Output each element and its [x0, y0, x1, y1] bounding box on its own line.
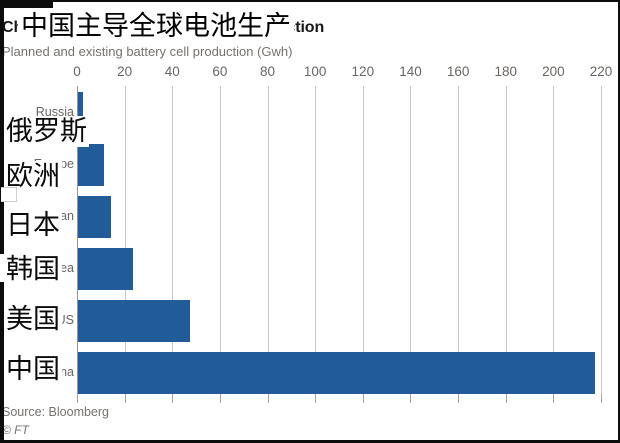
axis-tick [315, 394, 317, 403]
axis-tick [601, 394, 602, 403]
axis-tick-label: 40 [164, 64, 180, 79]
frame-border-top-left-block [0, 0, 53, 8]
axis-tick [172, 394, 174, 403]
axis-tick [219, 394, 221, 403]
axis-tick [362, 394, 364, 403]
category-label-english: Russia [35, 105, 74, 119]
category-label-chinese-overlay: 俄罗斯 [4, 116, 89, 148]
axis-tick [410, 394, 412, 403]
bar-europe [78, 144, 105, 186]
gridline [362, 86, 364, 394]
overlay-artifact-notch [0, 254, 5, 282]
gridline [410, 86, 412, 394]
frame-border-bottom [0, 440, 620, 443]
bar-s-korea [78, 248, 133, 290]
axis-tick-label: 120 [351, 64, 375, 79]
axis-tick-label: 20 [117, 64, 133, 79]
axis-tick [267, 394, 269, 403]
bar-us [78, 300, 190, 342]
source-note: Source: Bloomberg [2, 405, 110, 419]
ft-credit: © FT [2, 423, 29, 437]
axis-tick-label: 100 [303, 64, 327, 79]
axis-tick [553, 394, 555, 403]
axis-tick [505, 394, 507, 403]
axis-tick-label: 220 [589, 64, 613, 79]
bar-russia [78, 92, 83, 134]
category-label-chinese-overlay: 美国 [4, 304, 62, 336]
frame-border-top [0, 0, 620, 2]
gridline [267, 86, 269, 394]
gridline [124, 86, 126, 394]
gridline [219, 86, 221, 394]
axis-tick-label: 200 [542, 64, 565, 79]
gridline [601, 86, 602, 394]
axis-tick-label: 160 [446, 64, 470, 79]
gridline [77, 86, 78, 394]
frame-border-left [0, 0, 4, 443]
chart-title-chinese-overlay: 中国主导全球电池生产 [18, 11, 294, 42]
axis-tick [77, 394, 78, 403]
frame-border-right [618, 0, 620, 443]
category-label-chinese-overlay: 韩国 [4, 254, 62, 286]
gridline [505, 86, 507, 394]
axis-tick-label: 0 [73, 64, 81, 79]
category-label-chinese-overlay: 欧洲 [4, 161, 62, 193]
category-label-chinese-overlay: 中国 [4, 354, 62, 386]
bar-japan [78, 196, 112, 238]
axis-tick [124, 394, 126, 403]
axis-tick-label: 180 [494, 64, 517, 79]
axis-tick-label: 80 [260, 64, 276, 79]
bar-china [78, 352, 595, 394]
category-label-chinese-overlay: 日本 [4, 210, 62, 242]
gridline [458, 86, 460, 394]
overlay-artifact-box [1, 187, 17, 202]
axis-tick [458, 394, 460, 403]
chart-subtitle: Planned and existing battery cell produc… [2, 44, 293, 59]
axis-tick-label: 60 [212, 64, 228, 79]
gridline [553, 86, 555, 394]
gridline [315, 86, 317, 394]
axis-tick-label: 140 [399, 64, 422, 79]
gridline [172, 86, 174, 394]
